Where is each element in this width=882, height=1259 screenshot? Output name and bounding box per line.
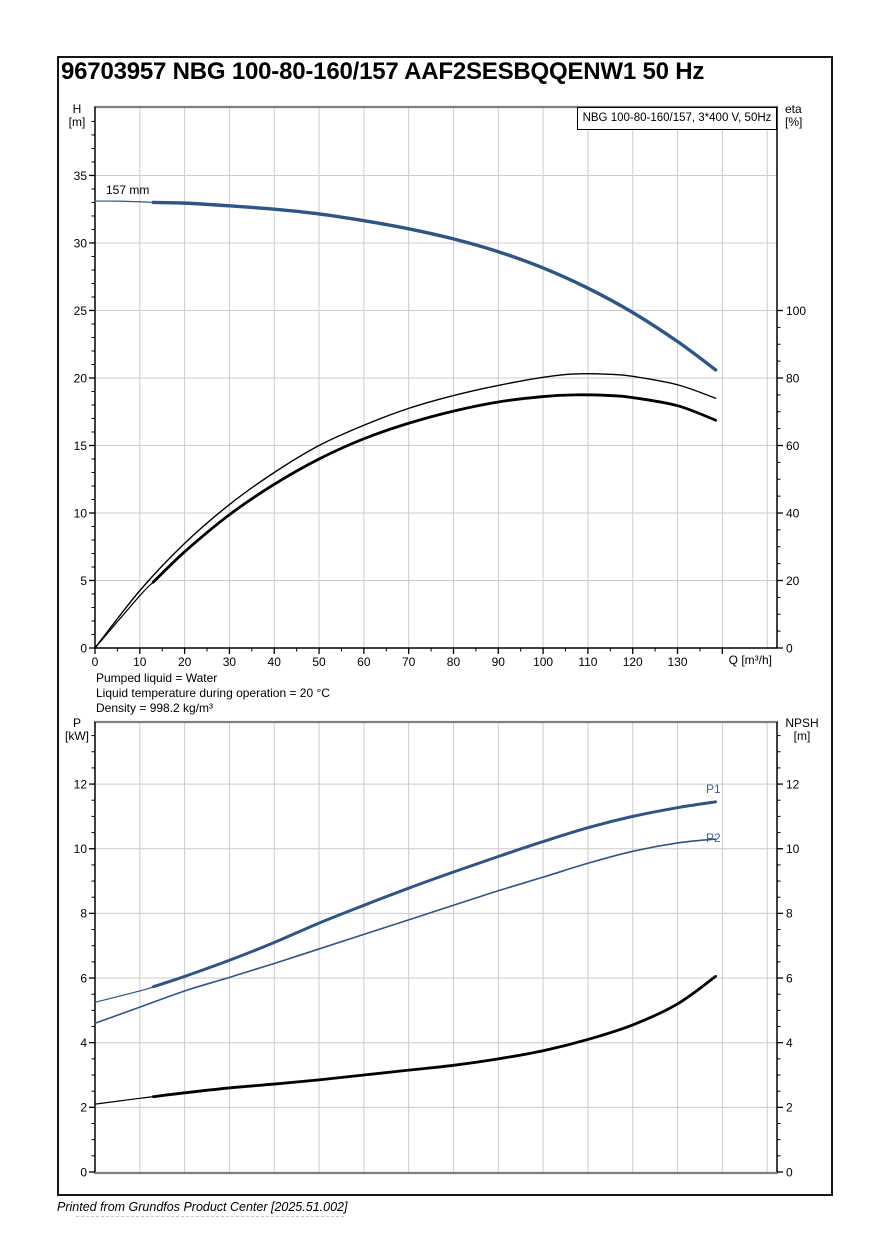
svg-text:10: 10: [74, 506, 88, 520]
print-source-note: Printed from Grundfos Product Center [20…: [57, 1200, 348, 1214]
condition-liquid-temperature: Liquid temperature during operation = 20…: [96, 686, 330, 701]
power-axis-label-line2: [kW]: [65, 729, 89, 743]
npsh-axis-label: NPSH [m]: [779, 717, 825, 743]
svg-text:5: 5: [80, 574, 87, 588]
svg-text:120: 120: [623, 655, 643, 669]
svg-text:35: 35: [74, 169, 88, 183]
svg-text:80: 80: [786, 371, 800, 385]
curve-legend: NBG 100-80-160/157, 3*400 V, 50Hz: [577, 107, 777, 130]
head-axis-label: H [m]: [62, 103, 92, 129]
condition-pumped-liquid: Pumped liquid = Water: [96, 671, 218, 685]
svg-text:20: 20: [786, 574, 800, 588]
svg-text:20: 20: [74, 371, 88, 385]
power-axis-label-line1: P: [72, 716, 81, 730]
svg-text:40: 40: [786, 506, 800, 520]
svg-text:12: 12: [74, 777, 88, 791]
svg-text:70: 70: [402, 655, 416, 669]
eta-axis-label-line2: [%]: [785, 115, 803, 129]
svg-text:100: 100: [533, 655, 553, 669]
svg-text:4: 4: [786, 1036, 793, 1050]
svg-text:2: 2: [80, 1101, 87, 1115]
p1-curve-label: P1: [706, 782, 721, 796]
condition-density: Density = 998.2 kg/m³: [96, 701, 214, 716]
svg-text:100: 100: [786, 304, 806, 318]
operating-conditions: Pumped liquid = Water Liquid temperature…: [96, 671, 330, 717]
svg-text:80: 80: [447, 655, 461, 669]
svg-text:130: 130: [668, 655, 688, 669]
page-title: 96703957 NBG 100-80-160/157 AAF2SESBQQEN…: [61, 58, 705, 85]
svg-text:0: 0: [92, 655, 99, 669]
svg-text:60: 60: [786, 439, 800, 453]
svg-text:25: 25: [74, 304, 88, 318]
svg-text:15: 15: [74, 439, 88, 453]
eta-axis-label: eta [%]: [785, 103, 819, 129]
svg-text:10: 10: [74, 842, 88, 856]
npsh-axis-label-line2: [m]: [793, 729, 811, 743]
document-border: [57, 56, 833, 1196]
svg-text:8: 8: [786, 907, 793, 921]
svg-text:0: 0: [80, 641, 87, 655]
svg-text:6: 6: [80, 971, 87, 985]
svg-text:40: 40: [268, 655, 282, 669]
svg-text:8: 8: [80, 907, 87, 921]
svg-text:12: 12: [786, 777, 800, 791]
eta-axis-label-line1: eta: [785, 102, 802, 116]
svg-text:110: 110: [578, 655, 597, 669]
svg-text:2: 2: [786, 1101, 793, 1115]
svg-text:20: 20: [178, 655, 192, 669]
head-axis-label-line2: [m]: [68, 115, 86, 129]
svg-text:30: 30: [223, 655, 237, 669]
svg-text:0: 0: [80, 1165, 87, 1179]
head-axis-label-line1: H: [72, 102, 82, 116]
svg-text:0: 0: [786, 641, 793, 655]
svg-text:6: 6: [786, 971, 793, 985]
svg-text:50: 50: [312, 655, 326, 669]
cropped-text-rule: [76, 1216, 344, 1217]
impeller-diameter-label: 157 mm: [106, 183, 150, 197]
svg-text:90: 90: [492, 655, 506, 669]
svg-text:10: 10: [133, 655, 147, 669]
svg-text:60: 60: [357, 655, 371, 669]
svg-text:30: 30: [74, 236, 88, 250]
p2-curve-label: P2: [706, 831, 721, 845]
svg-text:0: 0: [786, 1165, 793, 1179]
flow-axis-label: Q [m³/h]: [728, 653, 772, 667]
svg-text:4: 4: [80, 1036, 87, 1050]
npsh-axis-label-line1: NPSH: [785, 716, 819, 730]
svg-text:10: 10: [786, 842, 800, 856]
power-axis-label: P [kW]: [60, 717, 94, 743]
